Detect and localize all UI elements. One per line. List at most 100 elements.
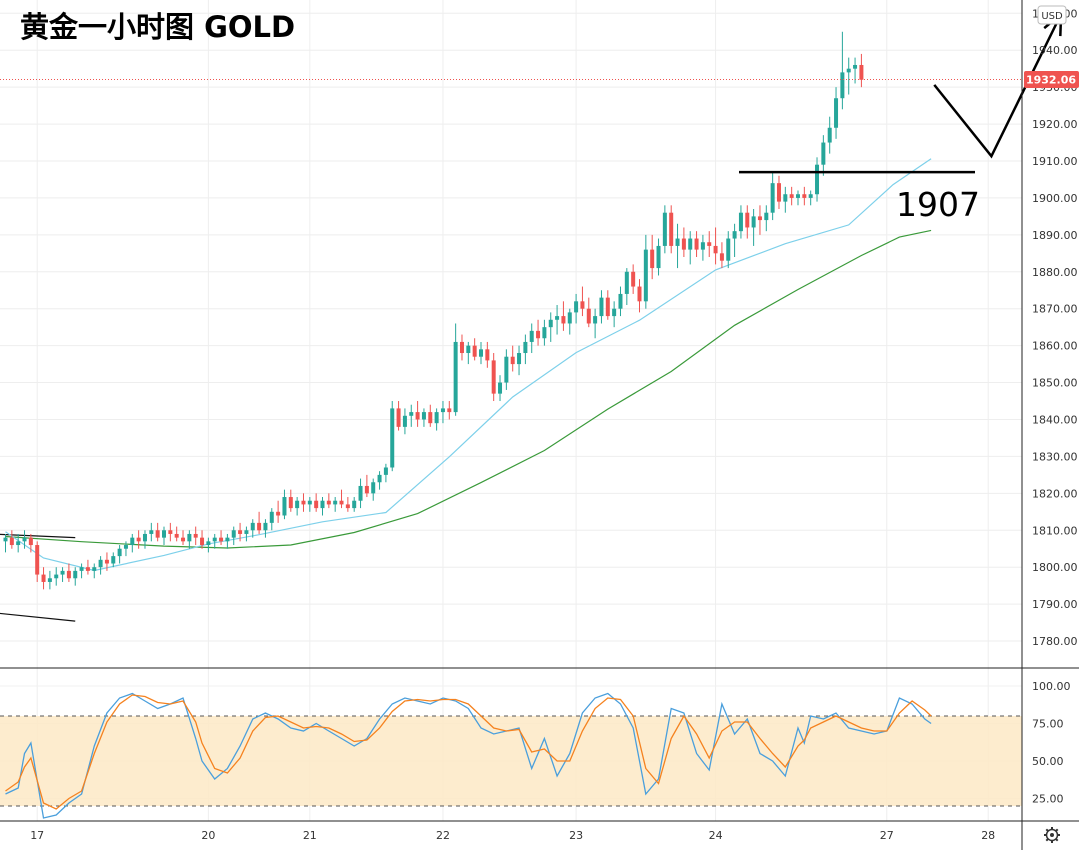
candle-body bbox=[523, 341, 528, 354]
gear-hub bbox=[1050, 833, 1054, 837]
candle-body bbox=[3, 537, 8, 542]
candle bbox=[22, 530, 27, 549]
date-tick-label: 20 bbox=[201, 829, 215, 842]
candle-body bbox=[238, 530, 243, 534]
candle bbox=[181, 530, 186, 546]
candle-body bbox=[60, 570, 65, 575]
candle-body bbox=[580, 301, 585, 309]
candle-body bbox=[504, 356, 509, 383]
candle bbox=[219, 530, 224, 546]
candle-body bbox=[339, 500, 344, 505]
candle-body bbox=[586, 308, 591, 324]
price-tick-label: 1910.00 bbox=[1032, 155, 1078, 168]
candle-body bbox=[326, 500, 331, 505]
candle-body bbox=[485, 349, 490, 361]
stochastic-line bbox=[5, 694, 932, 810]
candle bbox=[339, 489, 344, 509]
candle bbox=[282, 489, 287, 520]
candle bbox=[466, 341, 471, 365]
candle-body bbox=[466, 345, 471, 354]
candle-body bbox=[624, 271, 629, 294]
price-tick-label: 1800.00 bbox=[1032, 561, 1078, 574]
candle-body bbox=[542, 327, 547, 339]
candle bbox=[713, 227, 718, 265]
candle bbox=[586, 297, 591, 328]
candle-body bbox=[307, 500, 312, 505]
candle bbox=[200, 530, 205, 549]
projection-path bbox=[933, 13, 1063, 159]
candle bbox=[498, 375, 503, 402]
candle bbox=[41, 567, 46, 590]
candle-body bbox=[764, 212, 769, 221]
candle-body bbox=[54, 574, 59, 579]
candle bbox=[827, 116, 832, 154]
candle-body bbox=[694, 238, 699, 250]
candle-body bbox=[111, 556, 116, 564]
candle bbox=[307, 497, 312, 512]
candle bbox=[314, 493, 319, 512]
candle bbox=[295, 497, 300, 516]
trendline bbox=[0, 612, 76, 622]
candle bbox=[783, 186, 788, 213]
candle bbox=[85, 559, 90, 575]
price-tick-label: 1830.00 bbox=[1032, 450, 1078, 463]
candle bbox=[434, 408, 439, 431]
candle bbox=[212, 533, 217, 549]
price-tick-label: 1780.00 bbox=[1032, 635, 1078, 648]
candle bbox=[358, 478, 363, 509]
candle bbox=[104, 552, 109, 571]
candle-body bbox=[136, 537, 141, 542]
candle-body bbox=[827, 127, 832, 143]
candle-body bbox=[618, 293, 623, 309]
candle bbox=[35, 541, 40, 582]
candle-body bbox=[250, 522, 255, 531]
candle-body bbox=[726, 238, 731, 261]
candle bbox=[681, 227, 686, 258]
currency-button-frame[interactable] bbox=[1037, 5, 1067, 25]
price-tick-label: 1880.00 bbox=[1032, 266, 1078, 279]
candle-body bbox=[599, 297, 604, 317]
currency-button[interactable]: USD bbox=[1037, 5, 1067, 25]
candle-body bbox=[85, 567, 90, 571]
candle bbox=[745, 205, 750, 239]
candle bbox=[472, 338, 477, 361]
candle-body bbox=[263, 522, 268, 531]
candle bbox=[846, 57, 851, 95]
oscillator-tick-label: 25.00 bbox=[1032, 793, 1064, 806]
candle-body bbox=[276, 511, 281, 516]
candle-body bbox=[345, 504, 350, 509]
price-tick-label: 1840.00 bbox=[1032, 413, 1078, 426]
candle bbox=[599, 290, 604, 324]
candle bbox=[650, 234, 655, 280]
gear-tooth bbox=[1045, 838, 1049, 842]
candle-body bbox=[459, 341, 464, 354]
candle-body bbox=[447, 408, 452, 413]
candle-body bbox=[320, 500, 325, 509]
candle-body bbox=[434, 412, 439, 424]
candle-body bbox=[22, 537, 27, 542]
candle bbox=[605, 290, 610, 320]
date-tick-label: 22 bbox=[436, 829, 450, 842]
candle bbox=[688, 231, 693, 265]
candle bbox=[555, 305, 560, 335]
candle bbox=[834, 87, 839, 139]
candle-body bbox=[479, 349, 483, 357]
candle-body bbox=[206, 541, 211, 546]
candle-body bbox=[73, 570, 78, 579]
candle-body bbox=[574, 301, 579, 313]
candle bbox=[536, 319, 541, 346]
candle bbox=[523, 334, 528, 365]
support-annotation[interactable]: 1907 bbox=[739, 11, 1063, 224]
candle-body bbox=[364, 485, 369, 494]
candle bbox=[574, 293, 579, 324]
candle-body bbox=[301, 500, 306, 505]
time-axis-ticks: 17 20 21 22 23 24 27 28 bbox=[30, 829, 995, 842]
settings-gear-icon[interactable] bbox=[1044, 827, 1060, 843]
candle-body bbox=[719, 253, 724, 261]
candle bbox=[187, 530, 192, 549]
candle-body bbox=[555, 316, 560, 320]
candle bbox=[320, 497, 325, 516]
candle bbox=[257, 511, 262, 534]
candle-body bbox=[783, 194, 788, 202]
candle-body bbox=[352, 500, 357, 509]
